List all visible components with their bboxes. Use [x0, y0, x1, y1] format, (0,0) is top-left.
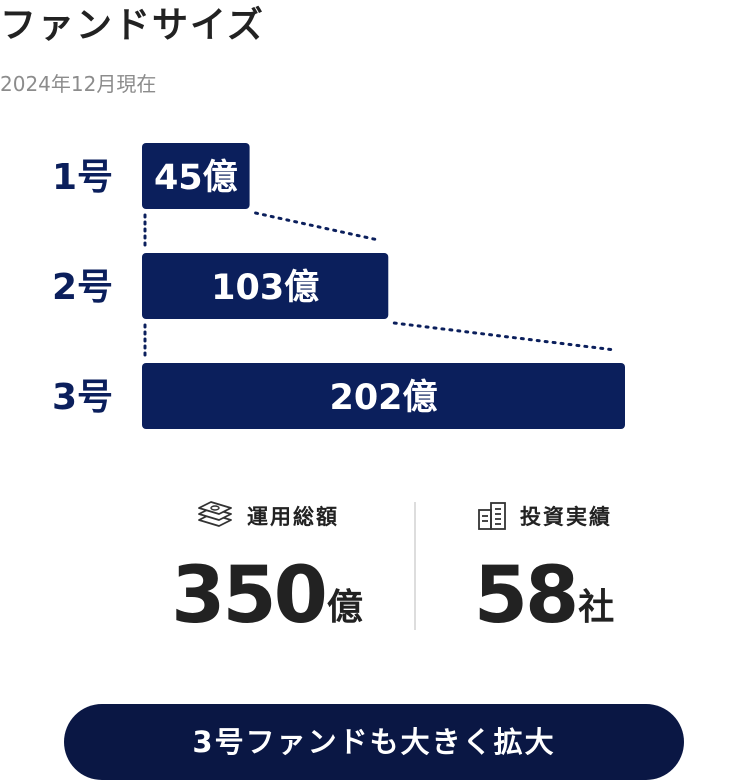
- as-of-date: 2024年12月現在: [0, 72, 157, 96]
- category-label-2: 2号: [52, 267, 113, 308]
- page-title: ファンドサイズ: [0, 5, 265, 46]
- investments-value: 58: [473, 551, 580, 641]
- category-label-1: 1号: [52, 157, 113, 198]
- connector-right-2: [392, 321, 617, 352]
- connector-right-1: [254, 211, 380, 242]
- fund3-expansion-button[interactable]: 3号ファンドも大きく拡大: [64, 704, 684, 780]
- bar-fund-2: [142, 253, 389, 319]
- building-icon: [478, 502, 506, 530]
- aum-label: 運用総額: [247, 505, 339, 529]
- aum-unit: 億: [326, 587, 363, 628]
- value-label-2: 103億: [211, 268, 319, 308]
- aum-value-row: 350 億: [107, 550, 427, 636]
- investments-stat: 投資実績 58 社: [384, 496, 704, 636]
- stats-divider: [414, 502, 416, 630]
- stats-section: 運用総額 350 億 投資実績: [0, 496, 748, 636]
- money-stack-icon: [198, 501, 232, 527]
- aum-label-row: 運用総額: [107, 496, 427, 536]
- investments-unit: 社: [578, 587, 615, 628]
- aum-stat: 運用総額 350 億: [107, 496, 427, 636]
- category-label-3: 3号: [52, 377, 113, 418]
- investments-label: 投資実績: [520, 505, 612, 529]
- aum-value: 350: [171, 551, 328, 641]
- investments-value-row: 58 社: [384, 550, 704, 636]
- fund-size-chart: 1号 45億 2号 103億 3号 202億: [52, 143, 625, 429]
- value-label-1: 45億: [154, 158, 238, 198]
- bar-fund-1: [142, 143, 250, 209]
- investments-label-row: 投資実績: [384, 496, 704, 536]
- value-label-3: 202億: [329, 378, 437, 418]
- bar-fund-3: [142, 363, 625, 429]
